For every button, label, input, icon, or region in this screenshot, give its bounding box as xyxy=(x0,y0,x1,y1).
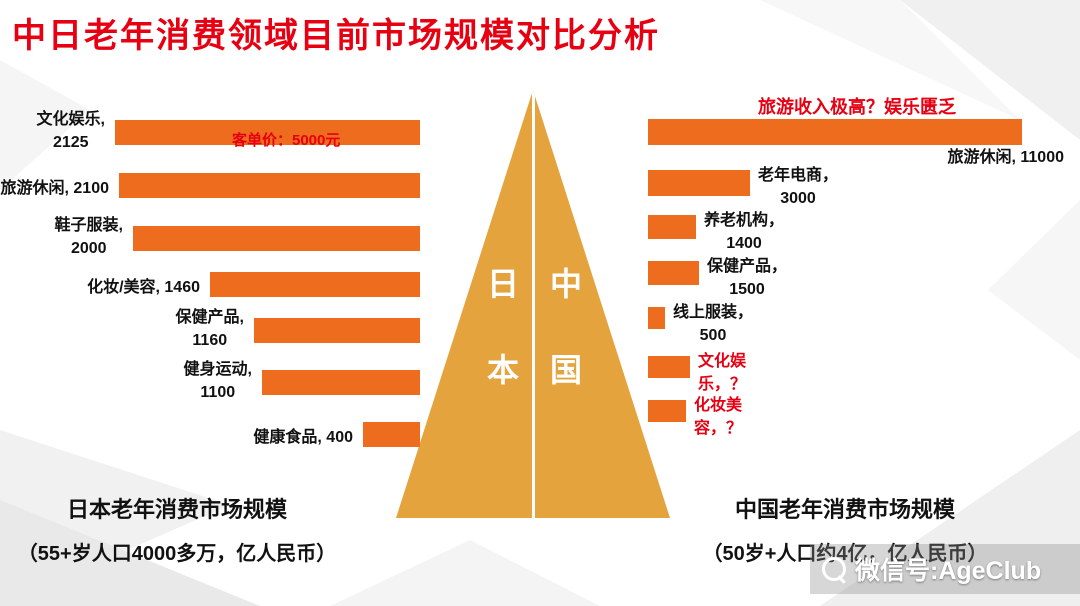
pyramid-label-china-top: 中 xyxy=(549,266,583,302)
chart-bar-label: 健康食品, 400 xyxy=(253,429,353,446)
chart-bar xyxy=(254,318,420,343)
china-caption-subtitle: （50岁+人口约4亿，亿人民币） xyxy=(702,543,988,565)
chart-bar xyxy=(648,119,1022,145)
page-title: 中日老年消费领域目前市场规模对比分析 xyxy=(12,17,660,55)
chart-bar xyxy=(210,272,420,297)
chart-bar-label: 养老机构， 1400 xyxy=(704,212,785,252)
japan-caption: 日本老年消费市场规模 （55+岁人口4000多万，亿人民币） xyxy=(2,492,352,566)
chart-bar-label: 保健产品， 1500 xyxy=(707,258,788,298)
chart-bar-label: 鞋子服装, 2000 xyxy=(54,217,123,257)
japan-annotation: 客单价：5000元 xyxy=(232,132,341,149)
magnifier-icon xyxy=(822,557,846,581)
pyramid-label-japan-top: 日 xyxy=(486,266,520,302)
chart-bar-label: 化妆/美容, 1460 xyxy=(87,279,200,296)
pyramid-label-japan-bottom: 本 xyxy=(486,352,520,388)
chart-bar xyxy=(648,215,696,239)
chart-bar xyxy=(648,356,690,378)
chart-bar xyxy=(648,261,699,285)
pyramid-label-china-bottom: 国 xyxy=(549,352,583,388)
china-bar-chart: 旅游收入极高？娱乐匮乏 旅游休闲, 11000 老年电商， 3000 养老机构， 1… xyxy=(648,0,1080,470)
watermark: 微信号:AgeClub xyxy=(810,544,1080,594)
chart-bar-label: 文化娱 乐，？ xyxy=(698,353,747,393)
chart-bar xyxy=(262,370,420,395)
watermark-text: 微信号:AgeClub xyxy=(855,557,1042,585)
chart-bar xyxy=(115,120,420,145)
chart-bar-label: 线上服装， 500 xyxy=(673,304,754,344)
japan-caption-subtitle: （55+岁人口4000多万，亿人民币） xyxy=(17,543,337,565)
japan-caption-title: 日本老年消费市场规模 xyxy=(66,497,287,522)
chart-bar xyxy=(119,173,420,198)
chart-bar-label: 保健产品, 1160 xyxy=(175,309,244,349)
chart-bar-label: 旅游休闲, 2100 xyxy=(0,180,110,197)
japan-bar-chart: 客单价：5000元 文化娱乐, 2125 旅游休闲, 2100 鞋子服装, 2000… xyxy=(0,0,420,470)
chart-bar xyxy=(648,170,750,196)
chart-bar-label: 旅游休闲, 11000 xyxy=(947,149,1064,166)
chart-bar xyxy=(133,226,420,251)
chart-bar xyxy=(363,422,420,447)
chart-bar-label: 化妆美 容，？ xyxy=(694,397,743,437)
chart-bar-label: 文化娱乐, 2125 xyxy=(36,111,105,151)
chart-bar xyxy=(648,400,686,422)
chart-bar xyxy=(648,307,665,329)
china-caption: 中国老年消费市场规模 （50岁+人口约4亿，亿人民币） xyxy=(686,492,1004,566)
chart-bar-label: 健身运动, 1100 xyxy=(183,361,252,401)
china-caption-title: 中国老年消费市场规模 xyxy=(734,497,955,522)
chart-bar-label: 老年电商， 3000 xyxy=(758,167,839,207)
pyramid-divider xyxy=(531,90,535,518)
china-annotation: 旅游收入极高？娱乐匮乏 xyxy=(758,97,956,117)
